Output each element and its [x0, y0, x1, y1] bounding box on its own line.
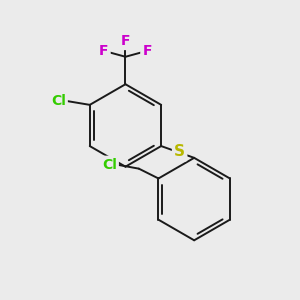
Text: F: F [142, 44, 152, 58]
Text: F: F [99, 44, 109, 58]
Text: Cl: Cl [102, 158, 117, 172]
Text: Cl: Cl [51, 94, 66, 108]
Text: F: F [121, 34, 130, 48]
Text: S: S [174, 145, 185, 160]
